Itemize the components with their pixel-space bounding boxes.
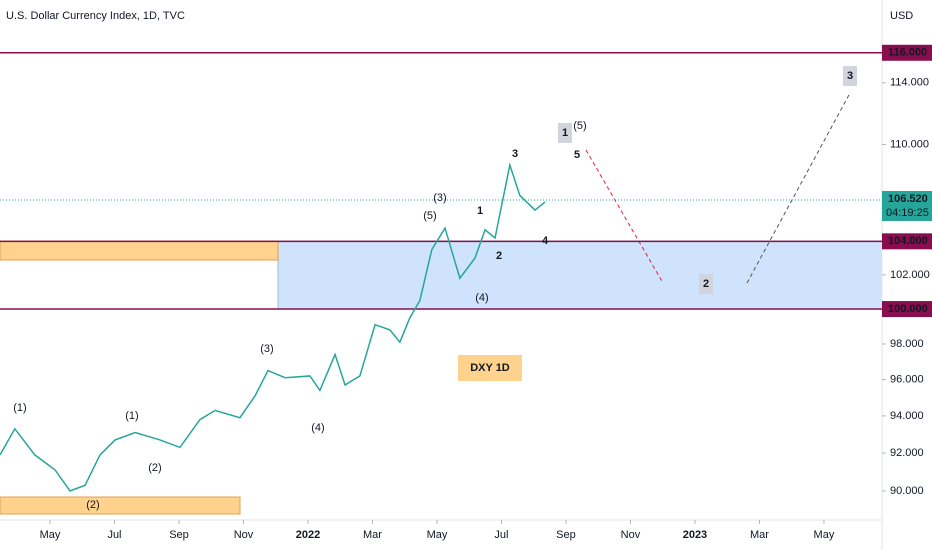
y-tick-label: 90.000 — [890, 485, 924, 497]
wave-label: (3) — [433, 192, 446, 204]
label-box — [458, 355, 522, 381]
target-zone — [277, 240, 883, 310]
price-level-tag — [882, 233, 932, 250]
wave-label: (1) — [125, 410, 138, 422]
wave-label: 1 — [477, 205, 483, 217]
wave-label: 5 — [574, 149, 580, 161]
wave-label: 4 — [542, 235, 549, 247]
x-tick-label: Jul — [107, 529, 121, 541]
countdown: 04:19:25 — [886, 207, 929, 219]
x-tick-label: May — [814, 529, 835, 541]
chart-title: U.S. Dollar Currency Index, 1D, TVC — [6, 10, 185, 22]
y-tick-label: 102.000 — [890, 269, 930, 281]
x-tick-label: 2022 — [296, 529, 320, 541]
current-price-tag — [882, 190, 932, 221]
x-tick-label: Sep — [556, 529, 576, 541]
price-level-tag — [882, 44, 932, 61]
currency: USD — [890, 10, 913, 22]
projection-up — [746, 92, 851, 284]
wave-box — [558, 123, 572, 143]
projection-down — [585, 149, 664, 284]
chart-label: DXY 1D — [470, 362, 510, 374]
price-level-label: 104.000 — [888, 235, 928, 247]
price-level-tag — [882, 301, 932, 318]
x-tick-label: Mar — [363, 529, 382, 541]
wave-label: 2 — [496, 250, 502, 262]
wave-label: (5) — [573, 120, 586, 132]
wave-label: (3) — [260, 343, 273, 355]
price-level-label: 100.000 — [888, 303, 928, 315]
x-tick-label: Nov — [234, 529, 254, 541]
wave-label: (4) — [475, 292, 488, 304]
y-tick-label: 114.000 — [890, 77, 929, 89]
price-level-label: 116.000 — [888, 47, 927, 59]
y-tick-label: 98.000 — [890, 338, 924, 350]
x-tick-label: May — [40, 529, 61, 541]
y-tick-label: 94.000 — [890, 410, 924, 422]
wave-label: (2) — [86, 499, 99, 511]
x-tick-label: Nov — [621, 529, 641, 541]
wave-label: 2 — [703, 278, 709, 290]
y-tick-label: 96.000 — [890, 373, 924, 385]
y-tick-label: 92.000 — [890, 447, 924, 459]
wave-label: 1 — [562, 127, 568, 139]
x-tick-label: Mar — [750, 529, 769, 541]
price-line — [0, 162, 546, 492]
wave-label: (1) — [13, 402, 26, 414]
wave-label: 3 — [512, 148, 518, 160]
current-price-label: 106.520 — [888, 193, 928, 205]
wave-box — [699, 274, 713, 294]
y-tick-label: 110.000 — [890, 138, 929, 150]
x-tick-label: 2023 — [683, 529, 707, 541]
support-box — [0, 496, 241, 515]
wave-label: (4) — [311, 422, 324, 434]
x-tick-label: Sep — [169, 529, 189, 541]
wave-label: 3 — [847, 70, 853, 82]
wave-box — [843, 66, 857, 86]
x-tick-label: Jul — [494, 529, 508, 541]
resistance-box — [0, 240, 279, 261]
wave-label: (2) — [148, 462, 161, 474]
x-tick-label: May — [427, 529, 448, 541]
wave-label: (5) — [423, 210, 436, 222]
